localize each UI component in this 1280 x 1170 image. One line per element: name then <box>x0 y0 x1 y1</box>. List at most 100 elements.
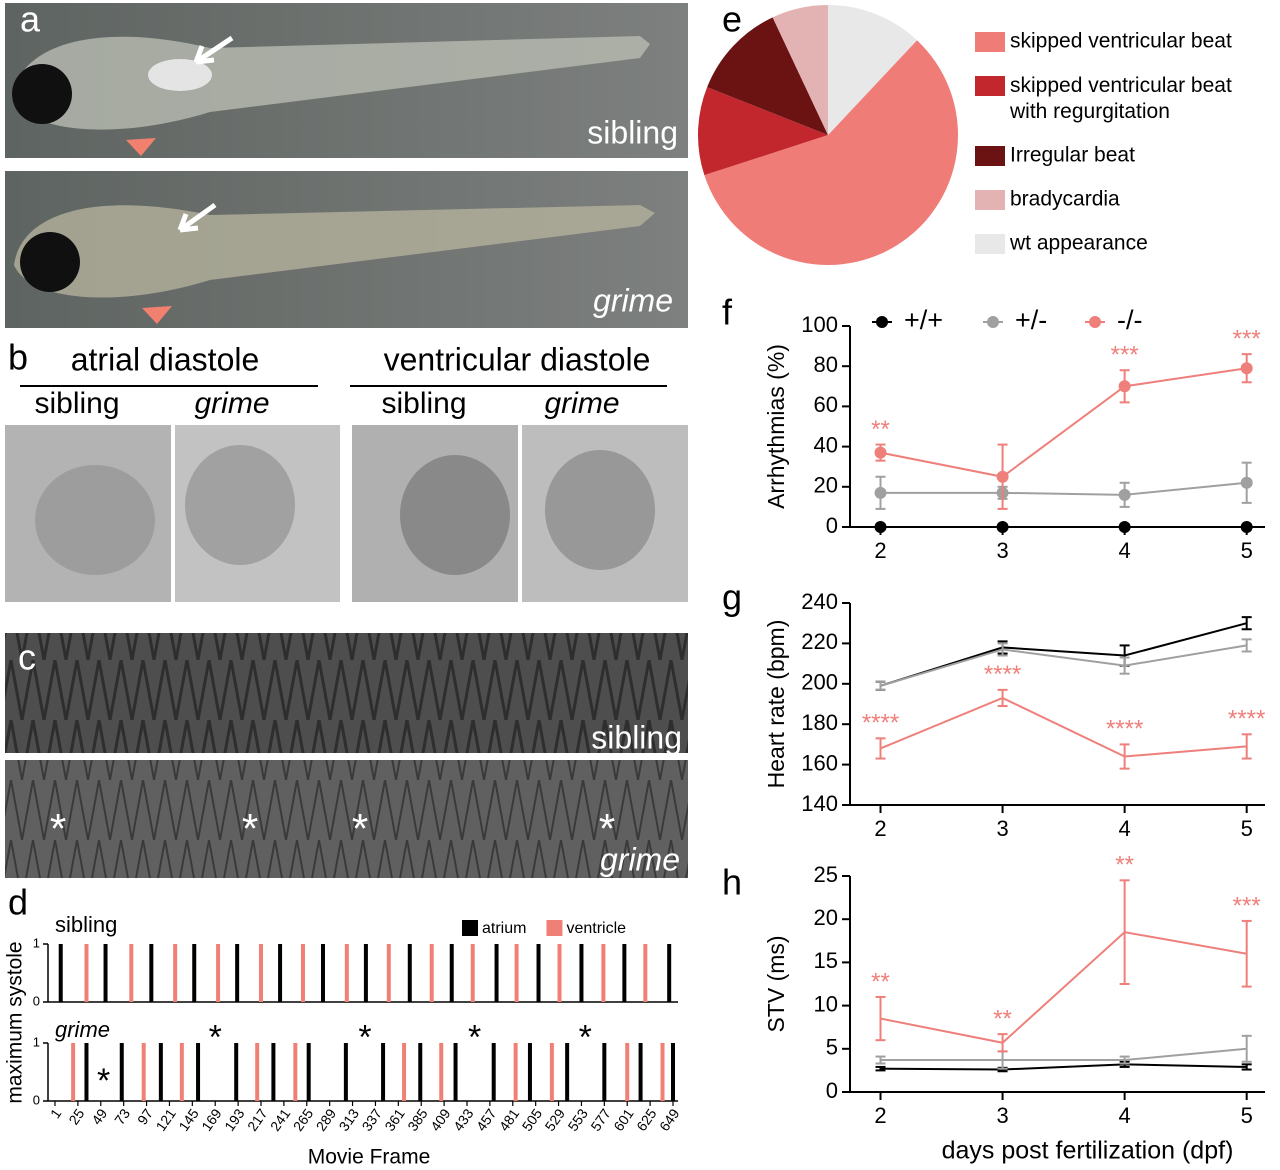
panel-letter: a <box>20 0 41 40</box>
fish <box>14 205 655 298</box>
significance: ** <box>871 968 890 995</box>
row-label: grime <box>55 1017 110 1042</box>
panel-letter: b <box>8 337 28 378</box>
caption: grime <box>593 282 673 318</box>
event-bar <box>255 1043 260 1101</box>
x-tick-label: 289 <box>313 1105 340 1133</box>
event-bar <box>344 944 349 1002</box>
y-tick-label: 240 <box>801 589 838 614</box>
x-tick-label: 457 <box>473 1105 500 1133</box>
heart <box>35 465 155 575</box>
y-tick-label: 5 <box>826 1035 838 1060</box>
pie-slice <box>772 5 828 135</box>
significance: *** <box>1233 325 1261 352</box>
x-tick-label: 481 <box>496 1105 523 1133</box>
swim-bladder <box>148 59 212 91</box>
x-tick-label: 553 <box>564 1105 591 1133</box>
event-bar <box>216 944 221 1002</box>
event-bar <box>453 1043 458 1101</box>
event-bar <box>402 1043 407 1101</box>
point <box>874 521 887 533</box>
significance: ** <box>993 1005 1012 1032</box>
event-bar <box>381 1043 386 1101</box>
point <box>1240 362 1253 375</box>
asterisk: * <box>50 805 66 852</box>
y-tick-label: 200 <box>801 670 838 695</box>
panel-letter: e <box>722 0 742 40</box>
event-bar <box>536 944 541 1002</box>
legend-label: skipped ventricular beat with regurgitat… <box>1009 74 1238 123</box>
event-bar <box>196 1043 201 1101</box>
event-bar <box>271 1043 276 1101</box>
x-tick-label: 2 <box>874 538 886 563</box>
legend-swatch <box>975 146 1005 166</box>
x-tick-label: 4 <box>1119 1103 1131 1128</box>
event-bar <box>470 944 475 1002</box>
event-bar <box>173 944 178 1002</box>
arrowhead <box>142 306 172 324</box>
x-tick-label: 625 <box>633 1105 660 1133</box>
legend-label: +/- <box>1015 305 1047 335</box>
caption: sibling <box>34 387 119 420</box>
y-axis-label: Heart rate (bpm) <box>763 620 789 789</box>
caption: grime <box>194 387 269 420</box>
x-tick-label: 577 <box>587 1105 614 1133</box>
eye <box>20 232 80 292</box>
x-tick-label: 2 <box>874 816 886 841</box>
heart <box>185 445 295 565</box>
event-bar <box>514 944 519 1002</box>
event-bar <box>449 944 454 1002</box>
event-bar <box>491 1043 496 1101</box>
x-tick-label: 241 <box>267 1105 294 1133</box>
y-tick-label: 180 <box>801 710 838 735</box>
series-line <box>880 481 1247 496</box>
event-bar <box>129 944 134 1002</box>
point <box>1118 488 1131 501</box>
x-tick-label: 4 <box>1119 538 1131 563</box>
event-bar <box>565 1043 570 1101</box>
x-tick-label: 193 <box>221 1105 248 1133</box>
event-bar <box>192 944 197 1002</box>
group-title: ventricular diastole <box>384 341 651 377</box>
event-bar <box>141 1043 146 1101</box>
point <box>1240 476 1253 489</box>
x-tick-label: 5 <box>1241 816 1253 841</box>
event-bar <box>418 1043 423 1101</box>
event-bar <box>660 1043 665 1101</box>
event-bar <box>638 1043 643 1101</box>
event-bar <box>386 944 391 1002</box>
asterisk: * <box>358 1018 371 1056</box>
event-bar <box>439 1043 444 1101</box>
x-tick-label: 433 <box>450 1105 477 1133</box>
y-tick-label: 20 <box>814 905 838 930</box>
event-bar <box>320 944 325 1002</box>
pie-slice <box>828 5 917 135</box>
x-tick-label: 5 <box>1241 538 1253 563</box>
y-axis-label: Arrhythmias (%) <box>763 344 789 509</box>
event-bar <box>71 1043 76 1101</box>
event-bar <box>158 1043 163 1101</box>
event-bar <box>84 1043 89 1101</box>
event-bar <box>119 1043 124 1101</box>
legend-marker <box>987 316 999 328</box>
eye <box>12 64 72 124</box>
event-bar <box>84 944 89 1002</box>
y-tick-label: 0 <box>33 993 40 1008</box>
event-bar <box>363 944 368 1002</box>
y-tick-label: 40 <box>814 432 838 457</box>
event-bar <box>527 1043 532 1101</box>
y-tick-label: 10 <box>814 991 838 1016</box>
event-bar <box>622 944 627 1002</box>
kymograph-pattern <box>5 760 688 878</box>
legend-marker <box>876 316 888 328</box>
panel-a: a sibling grime <box>5 0 688 328</box>
asterisk: * <box>579 1018 592 1056</box>
y-tick-label: 220 <box>801 629 838 654</box>
significance: **** <box>984 661 1021 688</box>
legend-label: ventricle <box>566 920 626 937</box>
legend-label: bradycardia <box>1010 188 1120 211</box>
arrowhead <box>126 138 156 156</box>
legend-swatch <box>546 920 563 936</box>
series-line <box>880 931 1247 1044</box>
